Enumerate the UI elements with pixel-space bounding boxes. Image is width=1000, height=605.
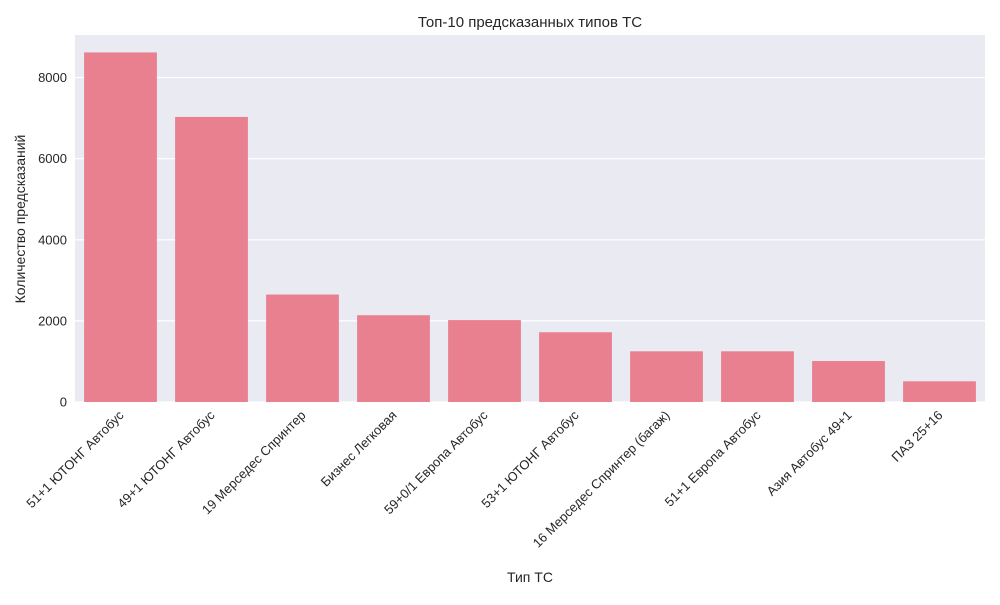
- y-tick-label: 6000: [38, 151, 67, 166]
- bar: [630, 351, 703, 402]
- x-tick-label: Бизнес Легковая: [318, 408, 400, 490]
- bar: [448, 320, 521, 402]
- bar: [721, 351, 794, 402]
- x-tick-label: 51+1 Европа Автобус: [662, 407, 764, 509]
- x-tick-label: 53+1 ЮТОНГ Автобус: [478, 407, 582, 511]
- y-axis-ticks: 0 2000 4000 6000 8000: [38, 70, 67, 409]
- bar: [84, 52, 157, 403]
- x-tick-label: 59+0/1 Европа Автобус: [381, 407, 491, 517]
- bar: [266, 294, 339, 402]
- chart-title: Топ-10 предсказанных типов ТС: [418, 14, 642, 31]
- x-tick-label: 51+1 ЮТОНГ Автобус: [23, 407, 127, 511]
- bar: [357, 315, 430, 402]
- y-axis-title: Количество предсказаний: [12, 135, 28, 304]
- x-tick-label: 19 Мерседес Спринтер: [199, 408, 309, 518]
- bar: [903, 381, 976, 402]
- y-tick-label: 8000: [38, 70, 67, 85]
- bar: [539, 332, 612, 402]
- y-tick-label: 4000: [38, 232, 67, 247]
- x-tick-label: 49+1 ЮТОНГ Автобус: [114, 407, 218, 511]
- bar: [175, 116, 248, 403]
- x-tick-label: Азия Автобус 49+1: [764, 408, 855, 499]
- x-tick-label: ПАЗ 25+16: [888, 408, 945, 465]
- bars: [84, 52, 976, 403]
- x-axis-title: Тип ТС: [507, 569, 553, 585]
- y-tick-label: 2000: [38, 313, 67, 328]
- bar: [812, 361, 885, 402]
- y-tick-label: 0: [60, 395, 67, 410]
